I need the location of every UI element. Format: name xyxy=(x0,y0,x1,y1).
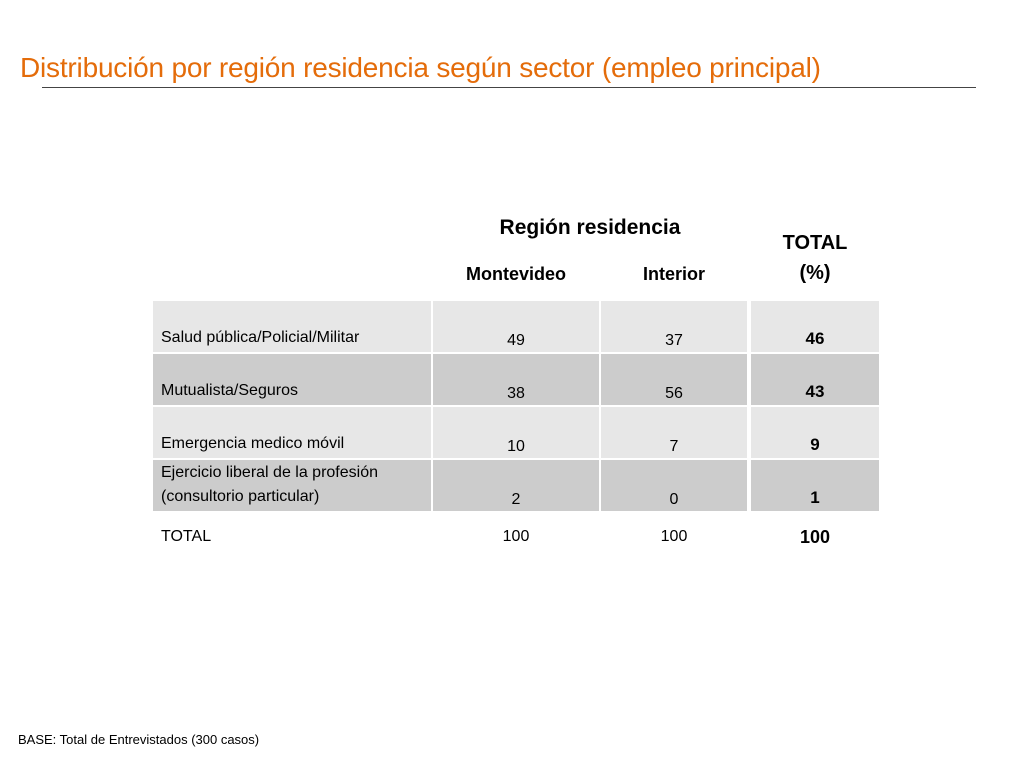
total-interior: 100 xyxy=(660,528,688,545)
cell-total: 43 xyxy=(751,354,879,405)
cell-total: 1 xyxy=(751,460,879,511)
total-header-line1: TOTAL xyxy=(782,232,848,254)
cell-montevideo: 38 xyxy=(433,354,599,405)
cell-interior: 37 xyxy=(601,301,747,352)
table-total-row: TOTAL 100 100 100 xyxy=(153,526,879,554)
cell-montevideo: 2 xyxy=(433,460,599,511)
cell-total: 9 xyxy=(751,407,879,458)
region-group-header: Región residencia xyxy=(499,216,681,239)
base-note: BASE: Total de Entrevistados (300 casos) xyxy=(18,732,260,747)
row-label-line2: Salud pública/Policial/Militar xyxy=(161,329,360,346)
slide-title: Distribución por región residencia según… xyxy=(20,52,821,83)
total-header-line2: (%) xyxy=(799,262,831,284)
row-label-line1: Ejercicio liberal de la profesión xyxy=(161,464,378,481)
column-header-interior: Interior xyxy=(642,264,705,284)
cell-interior: 7 xyxy=(601,407,747,458)
column-header-montevideo: Montevideo xyxy=(465,264,566,284)
row-label: Salud pública/Policial/Militar xyxy=(153,301,431,352)
total-row-label: TOTAL xyxy=(161,528,212,545)
cell-interior: 56 xyxy=(601,354,747,405)
cell-interior: 0 xyxy=(601,460,747,511)
cell-total: 46 xyxy=(751,301,879,352)
title-underline xyxy=(42,87,976,88)
cell-montevideo: 49 xyxy=(433,301,599,352)
column-header-total: TOTAL (%) xyxy=(751,228,879,288)
total-montevideo: 100 xyxy=(502,528,530,545)
cell-montevideo: 10 xyxy=(433,407,599,458)
row-label: Ejercicio liberal de la profesión (consul… xyxy=(153,460,431,511)
total-total: 100 xyxy=(799,527,831,547)
row-label-line2: (consultorio particular) xyxy=(161,488,320,505)
row-label-line2: Emergencia medico móvil xyxy=(161,435,345,452)
row-label: Emergencia medico móvil xyxy=(153,407,431,458)
row-label-line2: Mutualista/Seguros xyxy=(161,382,298,399)
row-label: Mutualista/Seguros xyxy=(153,354,431,405)
